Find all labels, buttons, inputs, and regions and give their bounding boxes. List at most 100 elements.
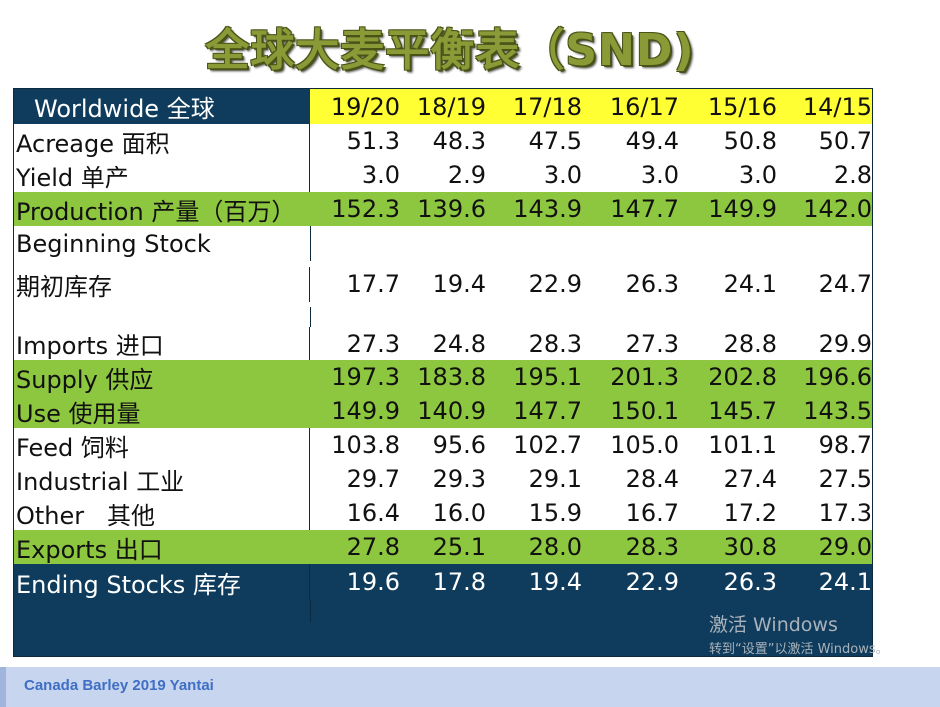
table-row-use: Use 使用量 149.9 140.9 147.7 150.1 145.7 14…: [14, 394, 872, 428]
table-cell: 29.7: [346, 465, 400, 493]
table-row-exports: Exports 出口 27.8 25.1 28.0 28.3 30.8 29.0: [14, 530, 872, 564]
table-cell: 17.2: [723, 499, 777, 527]
table-cell: 22.9: [528, 270, 582, 298]
table-cell: 3.0: [361, 161, 400, 189]
table-cell: 152.3: [331, 195, 400, 223]
table-cell: 150.1: [610, 397, 679, 425]
table-cell: 17.8: [432, 568, 486, 596]
table-cell: 202.8: [708, 363, 777, 391]
table-cell: 195.1: [513, 363, 582, 391]
table-cell: 103.8: [331, 431, 400, 459]
table-cell: 29.3: [432, 465, 486, 493]
row-label: Exports 出口: [16, 535, 163, 564]
row-label: Other 其他: [14, 496, 310, 530]
table-cell: 3.0: [543, 161, 582, 189]
table-cell: 22.9: [625, 568, 679, 596]
table-cell: 27.3: [625, 329, 679, 358]
table-cell: 28.3: [625, 533, 679, 561]
table-cell: 19.4: [528, 568, 582, 596]
year-header: 16/17: [609, 92, 679, 121]
table-cell: 27.5: [818, 465, 872, 493]
year-headers: 19/20 18/19 17/18 16/17 15/16 14/15: [310, 89, 872, 124]
table-cell: 17.3: [818, 499, 872, 527]
year-header: 18/19: [416, 92, 486, 121]
footer-edge-mark: [0, 667, 6, 707]
table-cell: 27.4: [723, 465, 777, 493]
year-header: 14/15: [802, 92, 872, 121]
table-cell: 142.0: [803, 195, 872, 223]
table-cell: 2.8: [833, 161, 872, 189]
table-cell: 95.6: [432, 431, 486, 459]
table-cell: 24.7: [818, 270, 872, 298]
table-cell: 147.7: [610, 195, 679, 223]
table-row-beginning-stock-label: Beginning Stock: [14, 226, 872, 261]
table-row-supply: Supply 供应 197.3 183.8 195.1 201.3 202.8 …: [14, 360, 872, 394]
table-cell: 27.8: [346, 533, 400, 561]
year-header: 17/18: [512, 92, 582, 121]
table-cell: 29.9: [818, 329, 872, 358]
table-row-beginning-stock: 期初库存 17.7 19.4 22.9 26.3 24.1 24.7: [14, 261, 872, 307]
year-header: 19/20: [330, 92, 400, 121]
year-header: 15/16: [707, 92, 777, 121]
table-cell: 30.8: [723, 533, 777, 561]
table-cell: 50.7: [818, 127, 872, 155]
row-label: Acreage 面积: [14, 124, 310, 158]
table-cell: 49.4: [625, 127, 679, 155]
slide-footer: Canada Barley 2019 Yantai: [0, 667, 940, 707]
row-label: Use 使用量: [16, 399, 141, 428]
table-cell: 28.0: [528, 533, 582, 561]
table-row-yield: Yield 单产 3.0 2.9 3.0 3.0 3.0 2.8: [14, 158, 872, 192]
table-cell: 145.7: [708, 397, 777, 425]
spacer-row: [14, 307, 872, 327]
row-label: Supply 供应: [16, 365, 154, 394]
table-cell: 15.9: [528, 499, 582, 527]
table-cell: 24.1: [723, 270, 777, 298]
table-cell: 102.7: [513, 431, 582, 459]
row-label-cn: 期初库存: [14, 266, 310, 302]
table-cell: 47.5: [528, 127, 582, 155]
table-cell: 16.4: [346, 499, 400, 527]
table-cell: 105.0: [610, 431, 679, 459]
table-cell: 26.3: [723, 568, 777, 596]
table-cell: 29.0: [818, 533, 872, 561]
table-row-production: Production 产量（百万） 152.3 139.6 143.9 147.…: [14, 192, 872, 226]
table-row-industrial: Industrial 工业 29.7 29.3 29.1 28.4 27.4 2…: [14, 462, 872, 496]
table-cell: 149.9: [331, 397, 400, 425]
row-label: Production 产量（百万）: [16, 197, 296, 226]
table-cell: 101.1: [708, 431, 777, 459]
row-label: Yield 单产: [14, 158, 310, 192]
table-cell: 19.4: [432, 270, 486, 298]
table-cell: 51.3: [346, 127, 400, 155]
table-cell: 201.3: [610, 363, 679, 391]
snd-table: Worldwide 全球 19/20 18/19 17/18 16/17 15/…: [13, 88, 873, 657]
table-row-acreage: Acreage 面积 51.3 48.3 47.5 49.4 50.8 50.7: [14, 124, 872, 158]
table-cell: 48.3: [432, 127, 486, 155]
table-cell: 149.9: [708, 195, 777, 223]
table-cell: 197.3: [331, 363, 400, 391]
table-cell: 28.3: [528, 329, 582, 358]
table-cell: 183.8: [417, 363, 486, 391]
table-cell: 2.9: [447, 161, 486, 189]
table-cell: 19.6: [346, 568, 400, 596]
header-label: Worldwide 全球: [14, 89, 310, 124]
table-row-other: Other 其他 16.4 16.0 15.9 16.7 17.2 17.3: [14, 496, 872, 530]
table-cell: 98.7: [818, 431, 872, 459]
activate-windows-hint: 转到“设置”以激活 Windows。: [709, 642, 889, 657]
table-cell: 139.6: [417, 195, 486, 223]
table-cell: 3.0: [738, 161, 777, 189]
table-cell: 143.5: [803, 397, 872, 425]
row-label: Feed 饲料: [14, 428, 310, 462]
row-label: Beginning Stock: [14, 226, 311, 261]
table-cell: 26.3: [625, 270, 679, 298]
row-label: Imports 进口: [14, 327, 310, 360]
table-cell: 16.7: [625, 499, 679, 527]
table-cell: 24.1: [818, 568, 872, 596]
row-label: Industrial 工业: [14, 462, 310, 496]
table-row-feed: Feed 饲料 103.8 95.6 102.7 105.0 101.1 98.…: [14, 428, 872, 462]
table-header-row: Worldwide 全球 19/20 18/19 17/18 16/17 15/…: [14, 89, 872, 124]
table-cell: 3.0: [640, 161, 679, 189]
spacer-cell: [14, 307, 311, 327]
table-cell: 140.9: [417, 397, 486, 425]
activate-windows-title: 激活 Windows: [709, 614, 838, 636]
table-cell: 196.6: [803, 363, 872, 391]
